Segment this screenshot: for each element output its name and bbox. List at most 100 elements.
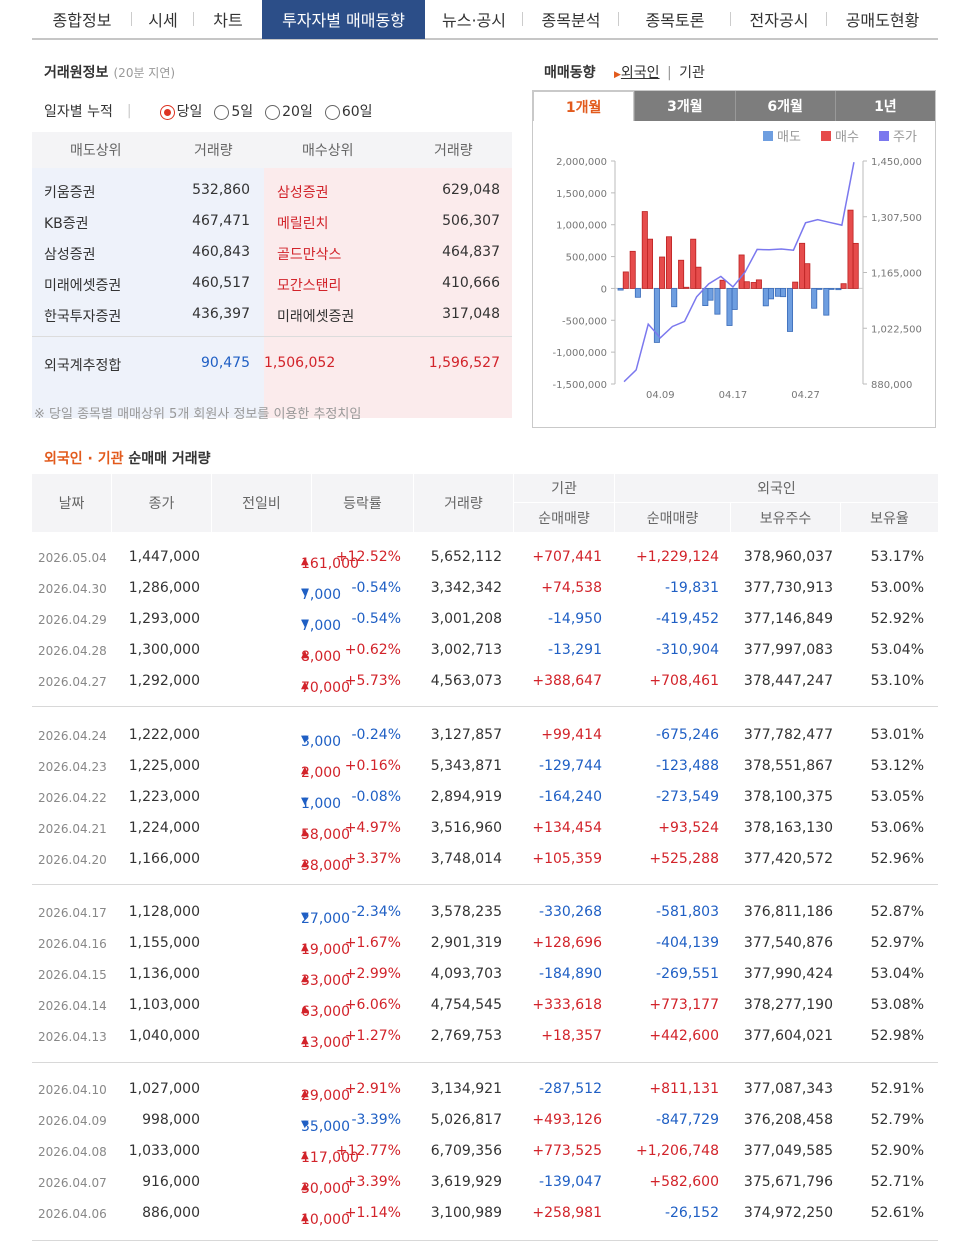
sell-broker-name[interactable]: 미래에셋증권	[44, 278, 122, 294]
row-holding: 377,540,876	[743, 935, 833, 951]
triangle-up-icon: ▲	[301, 1004, 309, 1015]
row-holding: 377,420,572	[743, 851, 833, 867]
x-tick-label: 04.27	[791, 390, 820, 401]
chart-tab-1m[interactable]: 1개월	[533, 91, 635, 121]
row-rate: +3.39%	[344, 1174, 401, 1190]
radio-5day[interactable]: 5일	[214, 101, 253, 121]
tab-disclosure[interactable]: 전자공시	[731, 4, 827, 34]
row-ratio: 53.04%	[870, 966, 924, 982]
chart-tab-6m[interactable]: 6개월	[734, 91, 835, 121]
tab-price[interactable]: 시세	[132, 4, 194, 34]
buy-broker-name[interactable]: 메릴린치	[277, 216, 329, 232]
bar-foreign	[653, 288, 660, 343]
radio-20day[interactable]: 20일	[265, 101, 313, 121]
row-holding: 377,604,021	[743, 1028, 833, 1044]
tab-chart[interactable]: 차트	[213, 11, 243, 30]
bar-foreign	[714, 288, 721, 315]
row-date: 2026.04.08	[38, 1145, 107, 1159]
triangle-down-icon: ▼	[301, 1119, 309, 1130]
row-inst-net: +74,538	[541, 580, 602, 596]
header-foreign-net: 순매매량	[614, 503, 730, 532]
row-inst-net: -13,291	[547, 642, 602, 658]
row-volume: 3,342,342	[430, 580, 502, 596]
group-divider	[32, 706, 938, 707]
sell-volume: 460,517	[192, 275, 250, 291]
tab-summary[interactable]: 종합정보	[32, 4, 132, 34]
trend-institution-link[interactable]: 기관	[679, 65, 705, 81]
buy-broker-name[interactable]: 삼성증권	[277, 185, 329, 201]
bar-institution	[840, 283, 847, 289]
left-tick-label: 500,000	[566, 253, 607, 264]
row-ratio: 52.71%	[870, 1174, 924, 1190]
row-holding: 377,782,477	[743, 727, 833, 743]
buy-broker-name[interactable]: 골드만삭스	[277, 247, 342, 263]
header-volume: 거래량	[414, 474, 514, 532]
table-row: 2026.04.21 1,224,000 ▲ 58,000 +4.97% 3,516,9…	[38, 820, 924, 843]
table-row: 2026.04.07 916,000 ▲ 30,000 +3.39% 3,619,929…	[38, 1174, 924, 1197]
buy-broker-name[interactable]: 미래에셋증권	[277, 309, 355, 325]
row-holding: 378,163,130	[743, 820, 833, 836]
broker-row: 삼성증권 460,843 골드만삭스 464,837	[32, 238, 512, 268]
row-inst-net: +18,357	[541, 1028, 602, 1044]
chart-tab-1y[interactable]: 1년	[834, 91, 935, 121]
tab-analysis[interactable]: 종목분석	[523, 4, 619, 34]
row-inst-net: +773,525	[532, 1143, 602, 1159]
sell-broker-name[interactable]: 삼성증권	[44, 247, 96, 263]
row-volume: 3,127,857	[430, 727, 502, 743]
row-foreign-net: +708,461	[649, 673, 719, 689]
tab-news[interactable]: 뉴스·공시	[425, 4, 523, 34]
row-date: 2026.04.20	[38, 853, 107, 867]
tab-discussion[interactable]: 종목토론	[619, 4, 731, 34]
buy-volume: 410,666	[442, 275, 500, 291]
bar-institution	[695, 266, 702, 289]
table-row: 2026.04.16 1,155,000 ▲ 19,000 +1.67% 2,901,3…	[38, 935, 924, 958]
row-rate: +1.27%	[344, 1028, 401, 1044]
buy-broker-name[interactable]: 모간스탠리	[277, 278, 342, 294]
radio-60day[interactable]: 60일	[324, 101, 373, 121]
triangle-up-icon: ▲	[301, 649, 309, 660]
triangle-up-icon: ▲	[301, 1150, 309, 1161]
row-inst-net: +128,696	[532, 935, 602, 951]
legend-label: 매도	[777, 130, 801, 145]
header-holding: 보유주수	[730, 503, 840, 532]
tab-short-selling[interactable]: 공매도현황	[845, 11, 920, 30]
bar-institution	[816, 288, 823, 290]
row-close: 1,223,000	[128, 789, 200, 805]
tab-investor-trend[interactable]: 투자자별 매매동향	[262, 0, 425, 39]
header-sell-top: 매도상위	[70, 143, 122, 159]
bar-institution	[731, 288, 738, 310]
chart-tab-3m[interactable]: 3개월	[634, 91, 735, 121]
row-close: 1,033,000	[128, 1143, 200, 1159]
row-ratio: 52.98%	[870, 1028, 924, 1044]
sell-broker-name[interactable]: 키움증권	[44, 185, 96, 201]
row-close: 1,292,000	[128, 673, 200, 689]
row-volume: 3,748,014	[430, 851, 502, 867]
row-holding: 378,100,375	[743, 789, 833, 805]
buy-volume: 506,307	[442, 213, 500, 229]
trend-foreign-link[interactable]: 외국인	[620, 65, 660, 81]
table-row: 2026.04.20 1,166,000 ▲ 38,000 +3.37% 3,748,0…	[38, 851, 924, 874]
row-volume: 3,516,960	[430, 820, 502, 836]
bar-institution	[780, 288, 787, 298]
right-tick-label: 1,450,000	[871, 157, 922, 168]
sell-broker-name[interactable]: KB증권	[44, 216, 89, 232]
row-close: 1,155,000	[128, 935, 200, 951]
row-inst-net: +333,618	[532, 997, 602, 1013]
buy-volume: 317,048	[442, 306, 500, 322]
row-inst-net: +388,647	[532, 673, 602, 689]
header-foreign: 외국인	[614, 474, 938, 503]
row-rate: -0.54%	[351, 611, 401, 627]
row-inst-net: +134,454	[532, 820, 602, 836]
sell-broker-name[interactable]: 한국투자증권	[44, 309, 122, 325]
row-date: 2026.04.29	[38, 613, 107, 627]
bar-foreign	[726, 288, 733, 326]
row-volume: 4,563,073	[430, 673, 502, 689]
radio-today[interactable]: 당일	[159, 101, 202, 121]
row-ratio: 53.17%	[870, 549, 924, 565]
header-change: 전일비	[212, 474, 312, 532]
row-holding: 377,730,913	[743, 580, 833, 596]
row-inst-net: +99,414	[541, 727, 602, 743]
bar-foreign	[702, 288, 709, 307]
header-close: 종가	[112, 474, 212, 532]
divider: |	[126, 103, 132, 119]
